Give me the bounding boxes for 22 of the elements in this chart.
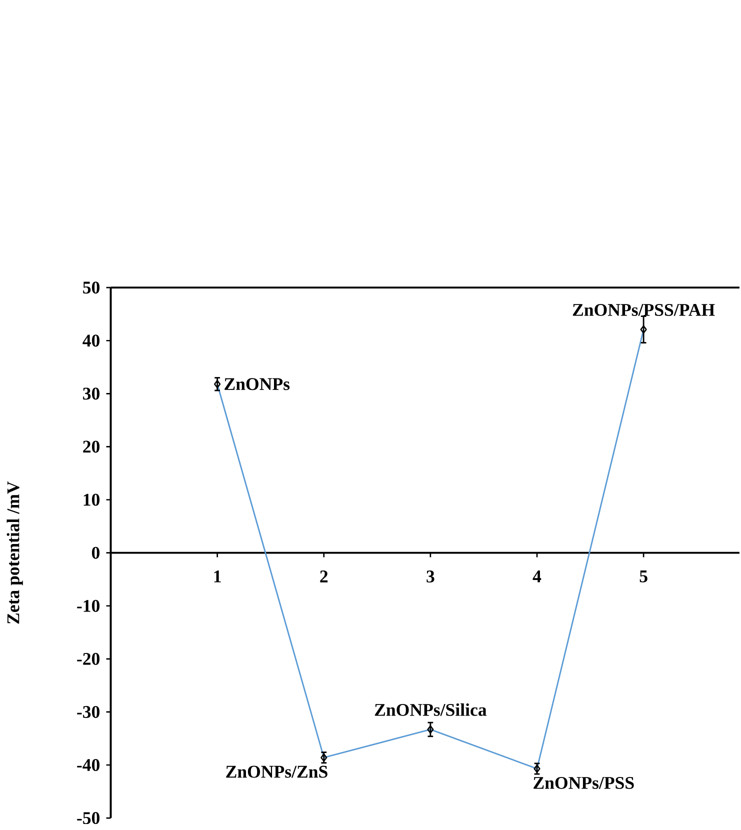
annotation: ZnONPs [224, 378, 290, 390]
y-axis-title: Zeta potential /mV [6, 481, 23, 624]
y-tick-label: 40 [82, 334, 100, 347]
annotation: ZnONPs/Silica [374, 703, 486, 716]
y-tick-label: -50 [76, 812, 100, 824]
y-tick-label: -10 [76, 600, 100, 612]
y-tick-label: -30 [76, 706, 100, 718]
y-tick-label: 0 [92, 546, 100, 559]
annotation: ZnONPs/PSS [533, 776, 634, 789]
x-tick-label: 1 [214, 570, 221, 582]
y-tick-label: -40 [76, 759, 100, 772]
x-tick-label: 3 [426, 570, 434, 582]
y-tick-label: -20 [76, 652, 100, 665]
x-tick-label: 2 [320, 570, 328, 582]
x-tick-label: 4 [532, 570, 541, 582]
x-tick-label: 5 [640, 570, 648, 582]
y-tick-label: 50 [82, 282, 100, 294]
y-tick-label: 30 [82, 388, 100, 400]
y-tick-label: 20 [83, 440, 100, 453]
y-tick-label: 10 [84, 494, 100, 506]
annotation: ZnONPs/PSS/PAH [572, 304, 715, 316]
annotation: ZnONPs/ZnS [226, 766, 328, 778]
